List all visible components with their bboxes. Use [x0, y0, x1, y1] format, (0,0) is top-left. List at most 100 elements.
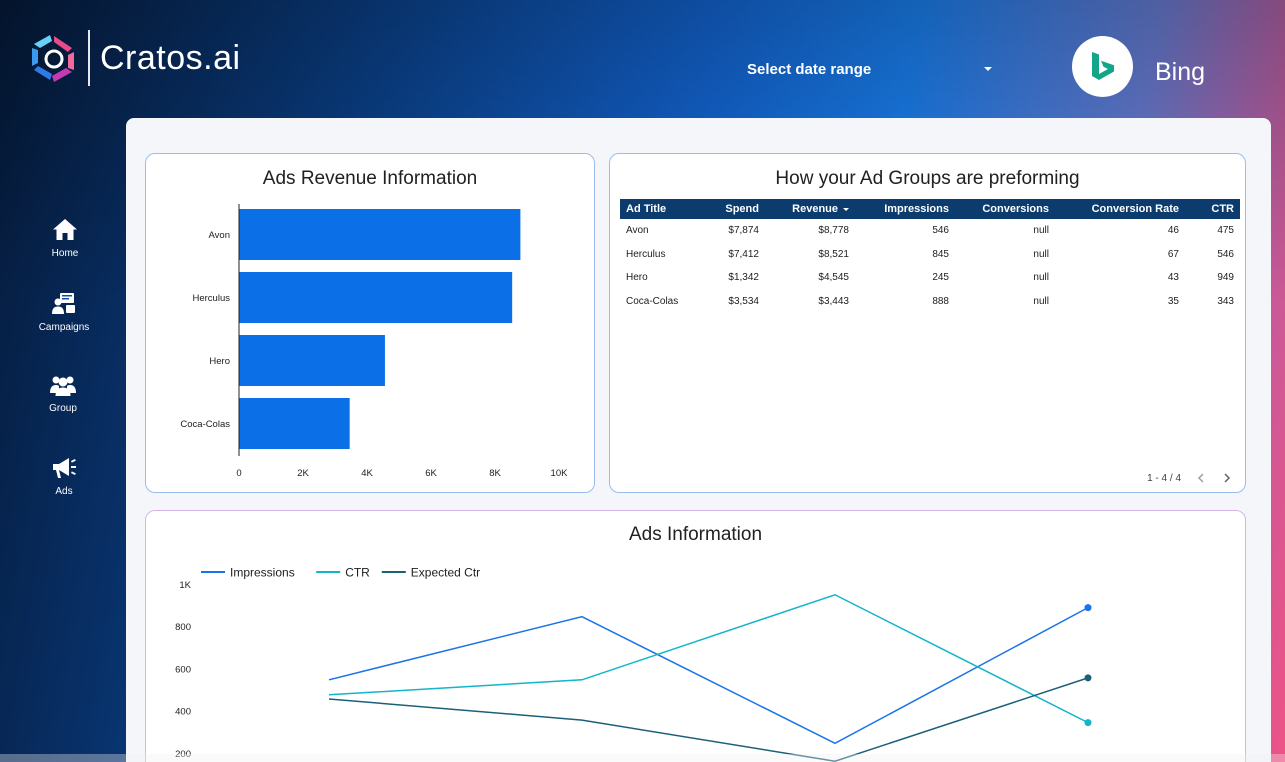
cell-ad-title: Avon [626, 225, 649, 237]
ads-info-chart-card: Ads Information 200 400 600 800 1K Impression… [145, 510, 1246, 762]
category-label: Coca-Colas [180, 419, 230, 430]
x-tick-label: 4K [361, 468, 373, 479]
sidebar-item-home[interactable]: Home [25, 218, 105, 259]
ad-groups-table-title: How your Ad Groups are preforming [775, 168, 1080, 189]
y-tick-label: 800 [175, 622, 191, 633]
cell-conversion-rate: 46 [1167, 225, 1179, 237]
date-range-picker[interactable]: Select date range [747, 58, 997, 80]
x-tick-label: 2K [297, 468, 309, 479]
y-tick-label: 1K [179, 580, 191, 591]
cell-impressions: 888 [932, 295, 949, 307]
revenue-bar-chart: Avon Herculus Hero Coca-Colas 0 2K 4K 6K 8K 10K [180, 204, 569, 479]
home-icon [53, 219, 77, 240]
category-label: Avon [209, 230, 230, 241]
y-tick-label: 600 [175, 664, 191, 675]
platform-name: Bing [1155, 58, 1206, 86]
cell-conversion-rate: 35 [1167, 295, 1179, 307]
x-tick-label: 0 [236, 468, 241, 479]
table-row: Herculus $7,412 $8,521 845 null 67 546 [620, 243, 1240, 267]
column-header-conversions[interactable]: Conversions [955, 199, 1055, 219]
bar-cocacolas [239, 398, 350, 449]
bar-avon [239, 209, 521, 260]
cell-revenue: $3,443 [818, 295, 849, 307]
chevron-right-icon[interactable] [1221, 472, 1233, 484]
brand-logo: Cratos.ai [28, 30, 241, 86]
cell-ad-title: Coca-Colas [626, 295, 679, 307]
chevron-down-icon [984, 67, 992, 71]
bing-logo-icon [1091, 51, 1114, 80]
cell-spend: $3,534 [728, 295, 759, 307]
series-line-impressions [328, 606, 1089, 745]
cell-spend: $1,342 [728, 272, 759, 284]
cell-ctr: 343 [1217, 295, 1234, 307]
cell-ctr: 546 [1217, 248, 1234, 260]
date-range-label: Select date range [747, 60, 872, 78]
megaphone-icon [53, 458, 76, 478]
cell-impressions: 546 [932, 225, 949, 237]
column-header-spend[interactable]: Spend [715, 199, 765, 219]
bottom-strip [0, 754, 1285, 762]
sidebar-item-label: Campaigns [38, 322, 90, 333]
revenue-chart-title: Ads Revenue Information [262, 168, 478, 189]
sort-desc-icon [843, 207, 849, 211]
cell-ad-title: Hero [626, 272, 648, 284]
sidebar-item-group[interactable]: Group [23, 373, 103, 414]
cell-ctr: 949 [1217, 272, 1234, 284]
cratos-logo-icon [32, 35, 74, 82]
sidebar-item-ads[interactable]: Ads [24, 456, 104, 497]
series-end-point [1084, 604, 1092, 612]
x-tick-label: 10K [551, 468, 569, 479]
bar-herculus [239, 272, 513, 323]
cell-revenue: $8,778 [818, 225, 849, 237]
cell-ctr: 475 [1217, 225, 1234, 237]
cell-conversions: null [1033, 295, 1049, 307]
table-row: Avon $7,874 $8,778 546 null 46 475 [620, 219, 1240, 243]
cell-ad-title: Herculus [626, 248, 666, 260]
campaigns-icon [52, 293, 75, 314]
ad-groups-table: Ad Title Spend Revenue Impressions Conve… [620, 199, 1240, 313]
ad-groups-table-card: How your Ad Groups are preforming Ad Tit… [609, 153, 1246, 493]
cell-revenue: $4,545 [818, 272, 849, 284]
sidebar-item-label: Group [49, 403, 77, 414]
bar-hero [239, 335, 385, 386]
group-icon [50, 376, 76, 396]
cell-conversion-rate: 67 [1167, 248, 1179, 260]
category-label: Herculus [193, 293, 231, 304]
column-header-ctr[interactable]: CTR [1185, 199, 1240, 219]
cell-conversions: null [1033, 272, 1049, 284]
ads-info-line-chart: 200 400 600 800 1K Impressions CTR Expected Ctr [175, 566, 1092, 762]
series-line-ctr [328, 593, 1089, 724]
cell-impressions: 245 [932, 272, 949, 284]
legend-label: Impressions [230, 566, 295, 580]
x-tick-label: 6K [425, 468, 437, 479]
column-header-revenue[interactable]: Revenue [765, 199, 855, 219]
revenue-header-label: Revenue [792, 203, 838, 215]
cell-conversions: null [1033, 225, 1049, 237]
sidebar-item-campaigns[interactable]: Campaigns [24, 292, 104, 333]
table-header-row: Ad Title Spend Revenue Impressions Conve… [620, 199, 1240, 219]
table-row: Hero $1,342 $4,545 245 null 43 949 [620, 266, 1240, 290]
bing-badge [1072, 36, 1133, 97]
cell-conversion-rate: 43 [1167, 272, 1179, 284]
logo-divider [88, 30, 90, 86]
y-tick-label: 400 [175, 707, 191, 718]
sidebar-item-label: Home [51, 248, 79, 259]
series-end-point [1084, 674, 1092, 682]
table-pager: 1 - 4 / 4 [1147, 472, 1233, 484]
table-row: Coca-Colas $3,534 $3,443 888 null 35 343 [620, 290, 1240, 314]
legend-label: Expected Ctr [411, 566, 480, 580]
cell-impressions: 845 [932, 248, 949, 260]
series-end-point [1084, 719, 1092, 727]
y-tick-label: 200 [175, 749, 191, 760]
cell-spend: $7,412 [728, 248, 759, 260]
column-header-conversion-rate[interactable]: Conversion Rate [1055, 199, 1185, 219]
series-line-expected-ctr [328, 677, 1089, 762]
column-header-impressions[interactable]: Impressions [855, 199, 955, 219]
revenue-chart-card: Ads Revenue Information Avon Herculus Hero… [145, 153, 595, 493]
sidebar-item-label: Ads [55, 486, 73, 497]
cell-spend: $7,874 [728, 225, 759, 237]
column-header-ad-title[interactable]: Ad Title [620, 199, 715, 219]
chevron-left-icon[interactable] [1195, 472, 1207, 484]
category-label: Hero [209, 356, 230, 367]
cell-conversions: null [1033, 248, 1049, 260]
